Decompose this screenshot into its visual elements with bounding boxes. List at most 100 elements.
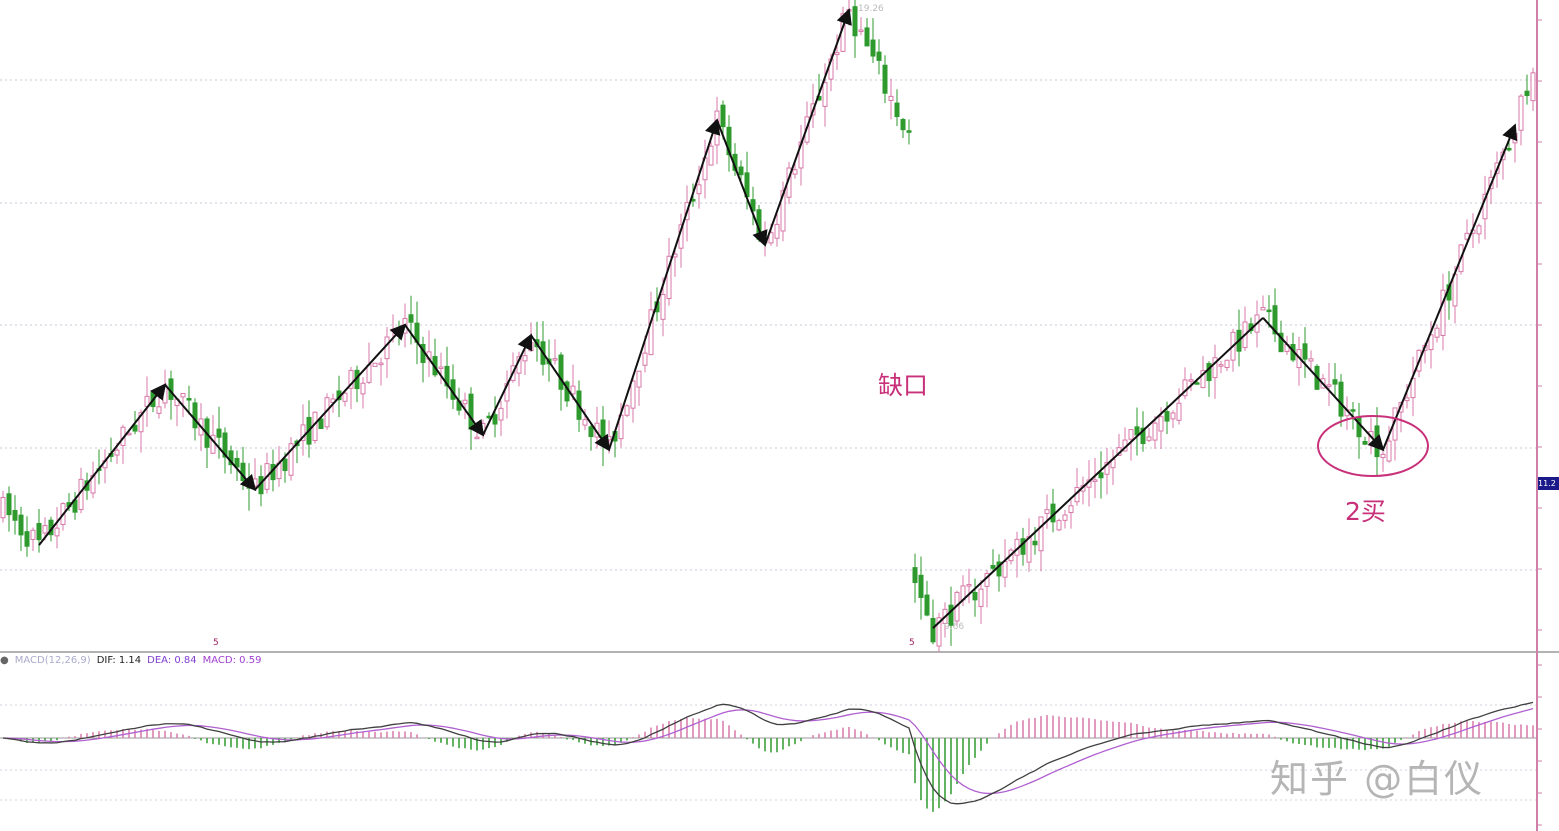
candle-up	[1128, 429, 1134, 440]
candle-up	[822, 82, 828, 107]
candle-up	[1182, 379, 1188, 397]
candle-down	[720, 104, 726, 128]
low-price-label: 9.66	[944, 622, 965, 632]
trend-segment	[1382, 123, 1518, 451]
candle-up	[624, 405, 630, 416]
macd-legend: ● MACD(12,26,9) DIF: 1.14 DEA: 0.84 MACD: 0.…	[0, 655, 262, 666]
trend-segment	[482, 333, 533, 436]
candle-down	[948, 604, 954, 626]
candle-up	[552, 358, 558, 361]
candle-up	[0, 496, 6, 519]
candle-up	[42, 525, 48, 534]
macd-value: MACD: 0.59	[202, 655, 262, 666]
candle-down	[852, 6, 858, 37]
candle-up	[1440, 289, 1446, 336]
candle-up	[1404, 397, 1410, 402]
buy2-circle	[1317, 415, 1429, 477]
candle-up	[834, 52, 840, 56]
candle-down	[990, 565, 996, 569]
candle-up	[372, 362, 378, 367]
candle-up	[462, 399, 468, 405]
candle-up	[978, 588, 984, 607]
trend-segment	[38, 383, 167, 546]
candle-up	[1002, 560, 1008, 578]
candle-down	[1272, 305, 1278, 335]
candle-up	[384, 336, 390, 360]
candle-down	[1032, 540, 1038, 546]
candle-down	[318, 418, 324, 430]
candle-up	[348, 369, 354, 389]
candle-down	[1098, 472, 1104, 479]
candle-up	[1212, 357, 1218, 379]
last-price-tag: 11.2	[1538, 477, 1559, 490]
candle-down	[894, 102, 900, 118]
candle-up	[138, 412, 144, 433]
trend-segment	[608, 118, 721, 451]
trend-segment	[716, 119, 768, 247]
candle-down	[12, 510, 18, 521]
candle-up	[1188, 379, 1194, 382]
candle-up	[774, 223, 780, 239]
candle-up	[1038, 516, 1044, 552]
trend-segment	[1262, 317, 1385, 452]
candle-down	[1134, 426, 1140, 436]
macd-panel	[0, 701, 1537, 812]
candle-down	[738, 166, 744, 176]
candle-up	[1224, 359, 1230, 368]
candle-down	[930, 617, 936, 643]
watermark: 知乎 @白仪	[1270, 757, 1485, 801]
trend-segment	[764, 8, 852, 246]
candle-down	[918, 574, 924, 598]
candle-down	[36, 522, 42, 541]
candle-down	[900, 119, 906, 131]
candle-up	[54, 527, 60, 537]
candle-up	[1092, 479, 1098, 482]
candle-down	[1278, 332, 1284, 353]
candle-up	[1176, 402, 1182, 421]
price-axis	[1536, 0, 1542, 831]
candle-up	[342, 392, 348, 402]
candle-up	[156, 406, 162, 414]
candle-up	[522, 355, 528, 362]
candle-down	[912, 567, 918, 583]
candle-up	[1068, 505, 1074, 514]
dea-value: DEA: 0.84	[147, 655, 197, 666]
candle-up	[1056, 520, 1062, 531]
candle-up	[180, 393, 186, 398]
candle-up	[660, 293, 666, 320]
candle-up	[114, 449, 120, 456]
candle-up	[1308, 358, 1314, 362]
candle-up	[366, 364, 372, 383]
candle-up	[1434, 327, 1440, 338]
candle-up	[1044, 509, 1050, 514]
candle-down	[234, 457, 240, 468]
high-price-label: 19.26	[858, 4, 884, 14]
candle-up	[1380, 453, 1386, 459]
candle-down	[1350, 409, 1356, 412]
candle-up	[708, 145, 714, 166]
period-marker: 5	[213, 638, 219, 648]
candle-down	[192, 402, 198, 429]
candle-up	[936, 617, 942, 647]
buy2-annotation: 2买	[1345, 497, 1386, 526]
candle-up	[1452, 273, 1458, 307]
candle-down	[132, 424, 138, 432]
trend-segment	[404, 324, 485, 437]
candle-up	[390, 328, 396, 332]
candle-down	[24, 531, 30, 547]
candle-down	[876, 51, 882, 61]
trend-segment	[932, 317, 1264, 629]
candle-down	[1356, 417, 1362, 438]
trend-segment	[164, 384, 257, 492]
candles	[0, 0, 1536, 653]
candle-up	[360, 382, 366, 395]
grid-lines	[0, 79, 1559, 801]
candle-up	[528, 342, 534, 352]
period-marker: 5	[909, 638, 915, 648]
candle-down	[882, 64, 888, 94]
candle-up	[666, 255, 672, 299]
candle-down	[1140, 427, 1146, 445]
candle-up	[1476, 225, 1482, 235]
candle-down	[228, 450, 234, 466]
